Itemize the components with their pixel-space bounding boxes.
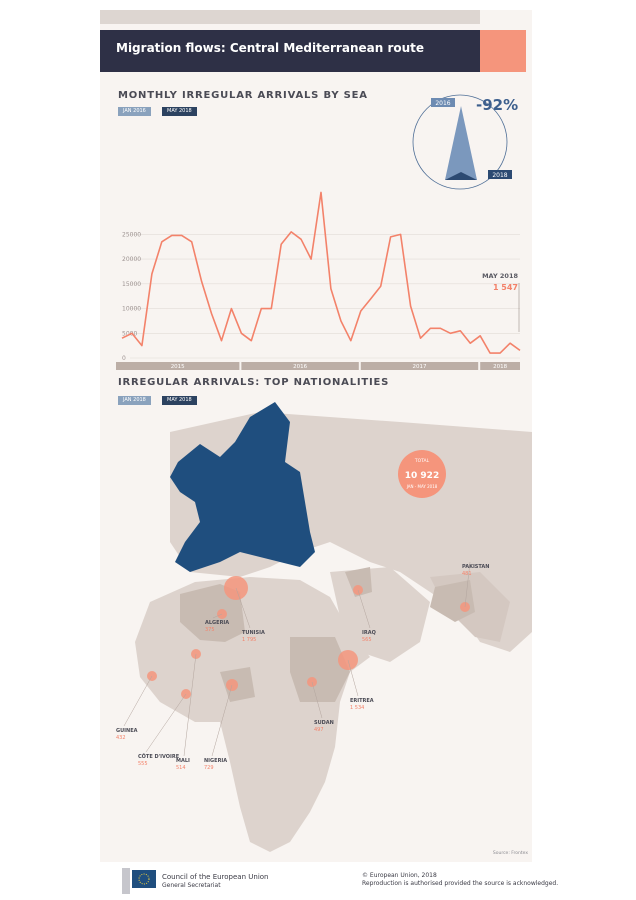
footer: Council of the European Union General Se… xyxy=(0,862,636,900)
nationality-leader xyxy=(347,659,359,697)
monthly-arrivals-title: MONTHLY IRREGULAR ARRIVALS BY SEA xyxy=(118,90,368,101)
council-logo-icon xyxy=(122,868,156,894)
copyright: © European Union, 2018 xyxy=(362,872,437,879)
org-line2: General Secretariat xyxy=(162,882,221,889)
algeria-country xyxy=(180,584,245,642)
nationality-leader xyxy=(235,587,251,629)
nationality-name: ALGERIA xyxy=(205,620,229,626)
nationality-leader xyxy=(357,589,371,629)
infographic-poster: Migration flows: Central Mediterranean r… xyxy=(100,10,532,862)
org-line1: Council of the European Union xyxy=(162,873,269,881)
reproduction-note: Reproduction is authorised provided the … xyxy=(362,880,559,887)
nationality-name: ERITREA xyxy=(350,698,374,704)
nationality-value: 565 xyxy=(362,637,372,643)
year-label: 2018 xyxy=(493,364,507,370)
africa-landmass xyxy=(135,577,370,852)
nationality-leader xyxy=(311,681,323,719)
title-accent xyxy=(480,30,526,72)
nationality-leader xyxy=(145,693,187,753)
period-to-tag: MAY 2018 xyxy=(162,107,197,116)
nationality-name: CÔTE D'IVOIRE xyxy=(138,753,180,760)
year-label: 2016 xyxy=(293,364,307,370)
y-tick-label: 15000 xyxy=(122,281,141,288)
from-year-label: 2016 xyxy=(435,100,450,107)
nationality-value: 1 534 xyxy=(350,705,364,711)
year-band-segment xyxy=(116,362,240,370)
arrivals-series-line xyxy=(121,191,521,354)
from-year-box xyxy=(431,98,455,107)
to-year-box xyxy=(488,170,512,179)
nationality-value: 729 xyxy=(204,765,214,771)
title-bar xyxy=(100,30,480,72)
nationality-name: MALI xyxy=(176,758,190,764)
nationality-leader xyxy=(212,613,223,619)
nat-period-from-tag: JAN 2018 xyxy=(118,396,151,405)
year-band-segment xyxy=(360,362,479,370)
source-note: Source: Frontex xyxy=(493,850,528,856)
nationality-value: 497 xyxy=(314,727,324,733)
callout-value: 1 547 xyxy=(493,283,518,292)
change-value: -92% xyxy=(476,96,518,114)
nationality-name: TUNISIA xyxy=(242,630,265,636)
total-sub: JAN - MAY 2018 xyxy=(406,484,438,489)
sudan-country xyxy=(290,637,350,702)
top-strip xyxy=(100,10,480,24)
callout-label: MAY 2018 xyxy=(482,272,518,280)
nationality-name: NIGERIA xyxy=(204,758,227,764)
nationality-value: 1 795 xyxy=(242,637,256,643)
nationality-value: 514 xyxy=(176,765,186,771)
grid xyxy=(130,234,520,359)
nat-period-to-tag: MAY 2018 xyxy=(162,396,197,405)
y-tick-label: 20000 xyxy=(122,256,141,263)
nationality-leader xyxy=(123,675,153,727)
y-tick-label: 25000 xyxy=(122,231,141,238)
nationalities-title: IRREGULAR ARRIVALS: TOP NATIONALITIES xyxy=(118,377,390,388)
triangle-2018 xyxy=(445,172,477,180)
year-band-segment xyxy=(241,362,359,370)
nationality-leader xyxy=(211,684,233,757)
year-label: 2015 xyxy=(171,364,185,370)
total-bubble xyxy=(398,450,446,498)
nationality-leader xyxy=(183,653,197,757)
iraq-country xyxy=(345,567,372,597)
page-title: Migration flows: Central Mediterranean r… xyxy=(116,41,425,55)
total-label: TOTAL xyxy=(414,458,430,464)
eu-landmass xyxy=(170,402,315,572)
y-tick-label: 0 xyxy=(122,355,126,362)
year-label: 2017 xyxy=(413,364,427,370)
year-band: 2015 2016 2017 2018 xyxy=(116,362,520,370)
nationality-name: GUINEA xyxy=(116,728,138,734)
nationality-name: PAKISTAN xyxy=(462,564,490,570)
nationality-name: SUDAN xyxy=(314,720,334,726)
nationality-leader xyxy=(464,561,471,608)
nationality-name: IRAQ xyxy=(362,630,376,636)
total-value: 10 922 xyxy=(405,471,439,481)
nationality-value: 481 xyxy=(462,571,472,577)
change-indicator: 2016 2018 -92% xyxy=(412,94,518,190)
year-band-segment xyxy=(480,362,520,370)
period-from-tag: JAN 2016 xyxy=(118,107,151,116)
nationality-value: 375 xyxy=(205,627,215,633)
triangle-2016 xyxy=(445,106,477,180)
y-tick-label: 10000 xyxy=(122,306,141,313)
nationality-value: 432 xyxy=(116,735,126,741)
nationality-value: 555 xyxy=(138,761,148,767)
to-year-label: 2018 xyxy=(492,172,507,179)
